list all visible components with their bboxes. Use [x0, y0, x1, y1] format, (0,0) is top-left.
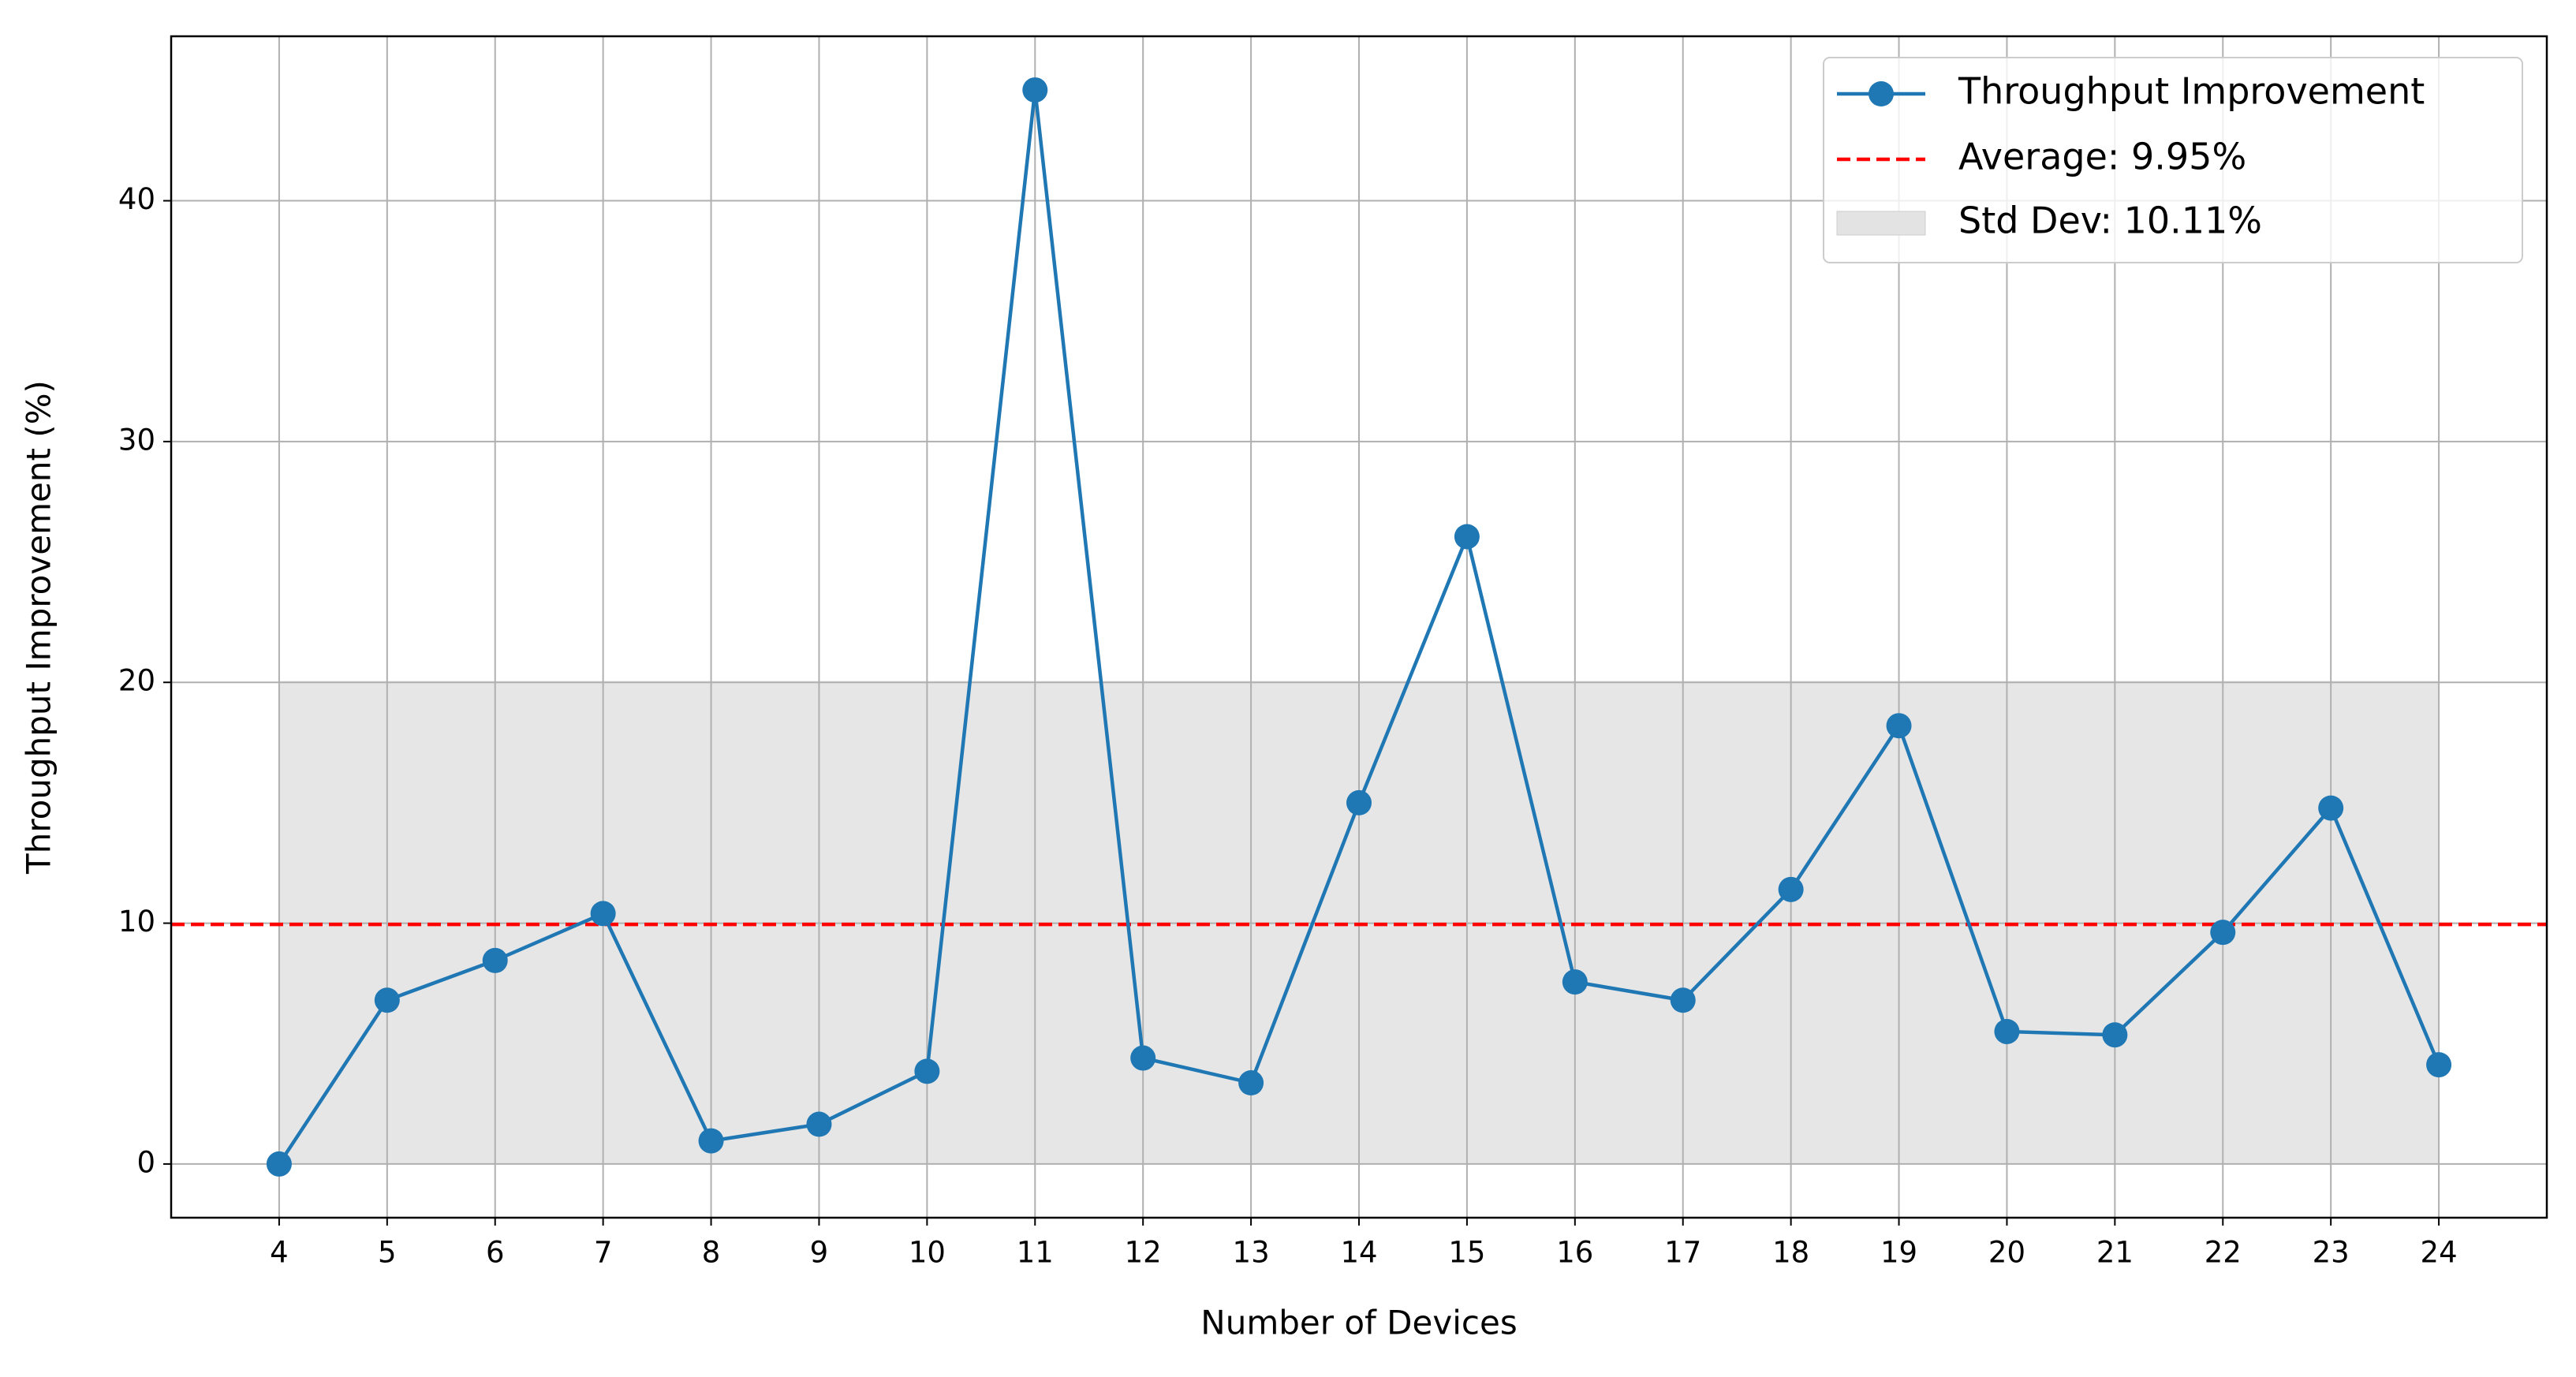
x-tick-label: 16: [1556, 1236, 1593, 1270]
y-tick-label: 20: [118, 664, 155, 698]
y-tick-label: 30: [118, 423, 155, 457]
legend-box: [1823, 57, 2523, 263]
x-axis-label: Number of Devices: [1200, 1304, 1517, 1342]
data-point: [1562, 969, 1588, 995]
x-tick-label: 23: [2313, 1236, 2350, 1270]
y-tick-label: 10: [118, 905, 155, 939]
x-tick-label: 19: [1880, 1236, 1917, 1270]
data-point: [1670, 987, 1696, 1013]
x-tick-label: 17: [1664, 1236, 1701, 1270]
data-point: [1130, 1045, 1156, 1071]
legend-marker: [1869, 81, 1894, 106]
x-tick-label: 18: [1772, 1236, 1809, 1270]
legend-patch: [1836, 211, 1926, 236]
x-tick-label: 4: [270, 1236, 289, 1270]
data-point: [1778, 876, 1804, 902]
data-point: [1346, 789, 1372, 815]
data-point: [2318, 795, 2344, 821]
x-tick-label: 5: [378, 1236, 397, 1270]
y-tick-label: 40: [118, 182, 155, 216]
legend-label: Throughput Improvement: [1958, 70, 2425, 113]
data-point: [2210, 920, 2236, 946]
data-point: [482, 947, 508, 973]
data-point: [2102, 1022, 2128, 1048]
x-tick-label: 9: [810, 1236, 829, 1270]
data-point: [374, 987, 400, 1013]
data-point: [806, 1111, 832, 1137]
x-tick-label: 21: [2096, 1236, 2134, 1270]
data-point: [2426, 1052, 2452, 1078]
y-tick-label: 0: [136, 1145, 155, 1179]
x-tick-label: 14: [1340, 1236, 1377, 1270]
data-point: [590, 901, 616, 927]
x-tick-label: 7: [594, 1236, 613, 1270]
x-tick-label: 13: [1233, 1236, 1270, 1270]
x-tick-label: 22: [2205, 1236, 2242, 1270]
plot-frame: [170, 35, 2548, 1219]
data-point: [266, 1151, 292, 1177]
x-tick-label: 10: [909, 1236, 946, 1270]
legend-label: Std Dev: 10.11%: [1958, 200, 2262, 242]
x-tick-label: 12: [1125, 1236, 1162, 1270]
legend-label: Average: 9.95%: [1958, 136, 2246, 178]
x-tick-label: 8: [702, 1236, 721, 1270]
y-axis-label: Throughput Improvement (%): [20, 380, 58, 875]
x-tick-label: 15: [1448, 1236, 1485, 1270]
x-tick-label: 11: [1017, 1236, 1054, 1270]
data-point: [1238, 1070, 1264, 1096]
data-point: [1454, 524, 1480, 550]
x-tick-label: 20: [1988, 1236, 2025, 1270]
data-point: [1022, 77, 1048, 103]
data-point: [1994, 1018, 2020, 1044]
x-tick-label: 24: [2421, 1236, 2458, 1270]
x-tick-label: 6: [486, 1236, 505, 1270]
data-point: [698, 1128, 724, 1154]
data-point: [914, 1058, 940, 1084]
data-point: [1886, 713, 1912, 739]
